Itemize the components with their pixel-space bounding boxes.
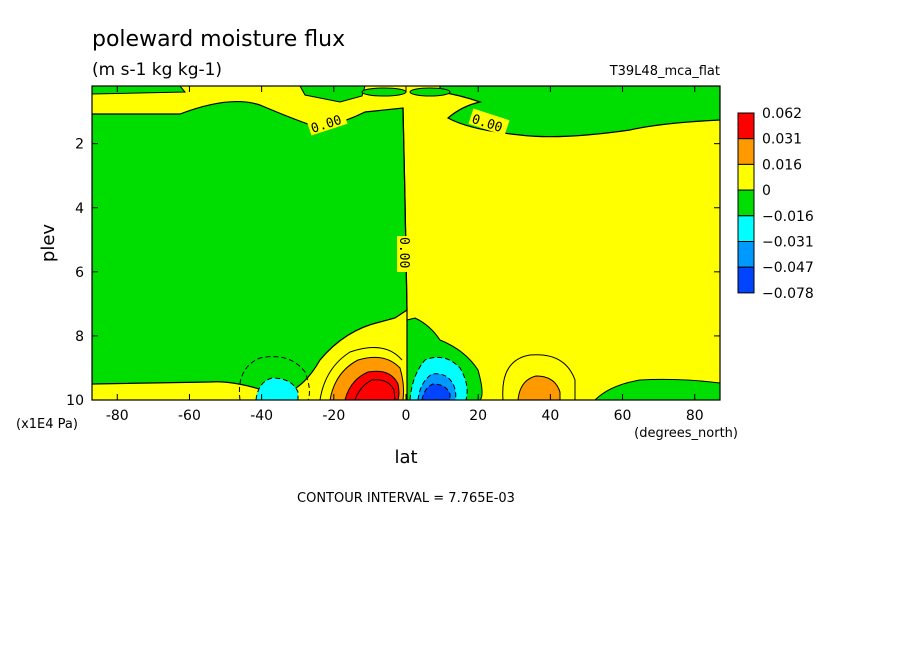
colorbar-label: −0.016 <box>762 209 814 225</box>
contour-interval: CONTOUR INTERVAL = 7.765E-03 <box>297 491 515 506</box>
y-unit-label: (x1E4 Pa) <box>16 417 78 432</box>
contour-label-vertical: 0.00 <box>396 236 413 272</box>
colorbar-swatch <box>737 241 755 268</box>
colorbar-swatch <box>737 215 755 243</box>
y-tick-label: 10 <box>66 393 84 409</box>
colorbar-label: 0.062 <box>762 106 802 122</box>
svg-text:0.00: 0.00 <box>396 237 411 268</box>
region-top-mid <box>299 86 366 103</box>
contour-field <box>92 86 720 400</box>
region-north-lower-negative <box>594 378 720 400</box>
y-axis-label: plev <box>38 224 59 263</box>
colorbar: 0.062 0.031 0.016 0 −0.016 −0.031 −0.047 −0.078 <box>737 106 814 302</box>
x-tick-label: -40 <box>250 408 273 424</box>
colorbar-label: 0.016 <box>762 157 802 173</box>
colorbar-label: −0.031 <box>762 235 814 251</box>
y-axis: 2 4 6 8 10 <box>66 137 720 409</box>
x-unit-label: (degrees_north) <box>634 426 738 441</box>
region-top-left <box>92 86 187 95</box>
run-label: T39L48_mca_flat <box>609 64 720 79</box>
nh-mid-outer-contour <box>502 354 576 400</box>
region-equator-deep-blue <box>421 383 451 400</box>
x-tick-label: 60 <box>614 408 632 424</box>
x-tick-label: 80 <box>686 408 704 424</box>
y-tick-label: 4 <box>75 201 84 217</box>
y-tick-label: 6 <box>75 265 84 281</box>
region-sh-cyan <box>255 377 299 400</box>
top-blob-2 <box>409 87 451 97</box>
colorbar-swatch <box>737 163 755 191</box>
x-tick-label: 0 <box>402 408 411 424</box>
y-tick-label: 8 <box>75 329 84 345</box>
y-tick-label: 2 <box>75 137 84 153</box>
x-tick-label: 20 <box>469 408 487 424</box>
x-tick-label: -80 <box>106 408 129 424</box>
colorbar-label: 0.031 <box>762 132 802 148</box>
x-tick-label: -60 <box>178 408 201 424</box>
colorbar-swatch <box>737 266 755 294</box>
chart-units: (m s-1 kg kg-1) <box>92 60 222 80</box>
x-tick-label: 40 <box>541 408 559 424</box>
x-tick-label: -20 <box>322 408 345 424</box>
nh-inner-contour <box>354 379 396 400</box>
chart-title: poleward moisture flux <box>92 27 345 52</box>
x-axis-label: lat <box>394 447 417 468</box>
region-nh-mid-orange <box>517 375 561 400</box>
colorbar-swatch <box>737 189 755 217</box>
sh-dashed-outer <box>238 356 310 400</box>
x-axis: -80 -60 -40 -20 0 20 40 60 80 <box>106 86 704 424</box>
colorbar-label: −0.047 <box>762 260 814 276</box>
colorbar-swatch <box>737 112 755 140</box>
top-blob-1 <box>361 87 407 97</box>
nh-outer-contour <box>319 347 403 400</box>
colorbar-label: −0.078 <box>762 286 814 302</box>
colorbar-swatch <box>737 138 755 165</box>
colorbar-label: 0 <box>762 183 771 199</box>
